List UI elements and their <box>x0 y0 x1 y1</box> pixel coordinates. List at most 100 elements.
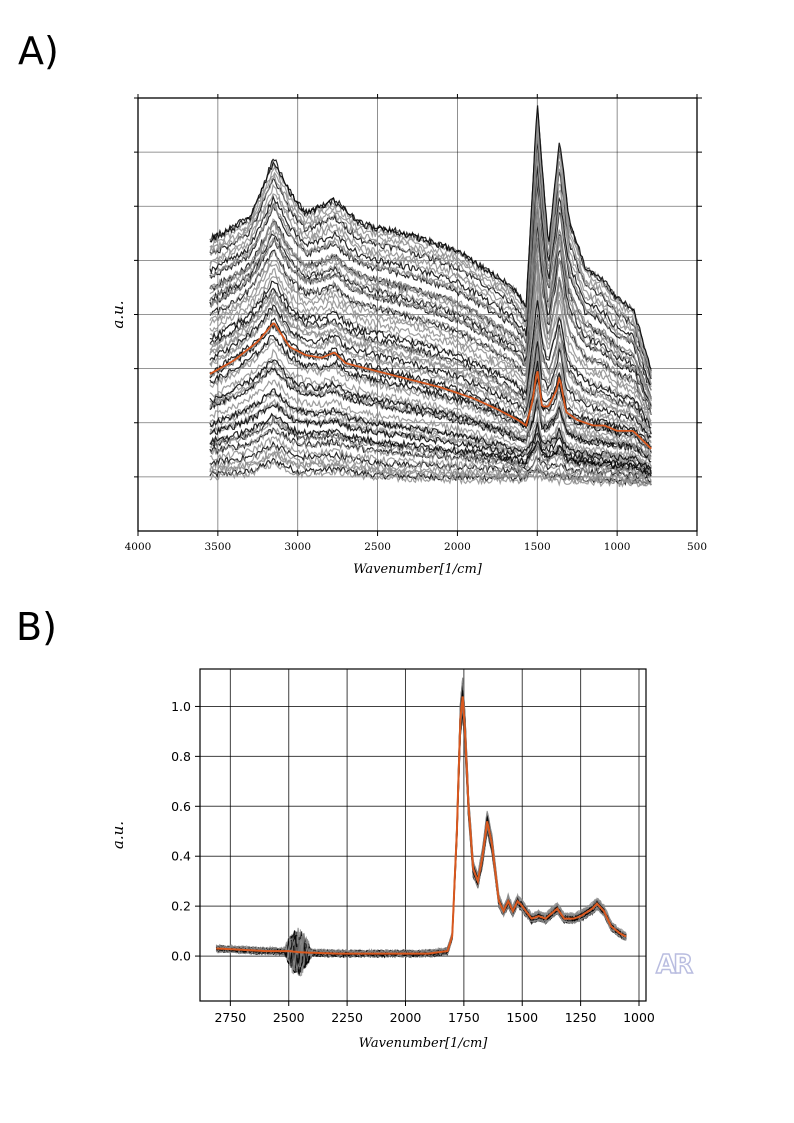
chart-b-spectrum-line <box>215 682 627 973</box>
chart-b-y-tick-label: 0.8 <box>171 749 191 764</box>
chart-b-y-tick-label: 0.2 <box>171 899 191 914</box>
chart-a-spectrum-line <box>209 440 652 483</box>
chart-b-y-tick-label: 0.6 <box>171 799 191 814</box>
panel-a-label: A) <box>18 29 59 73</box>
chart-a-spectrum-line <box>209 202 652 400</box>
chart-a-spectrum-line <box>209 401 652 474</box>
chart-b-xlabel: Wavenumber[1/cm] <box>359 1036 489 1051</box>
chart-b-spectrum-line <box>216 699 627 975</box>
chart-a-spectrum-line <box>209 259 652 415</box>
chart-b-spectrum-line <box>216 684 627 968</box>
chart-a-spectrum-line <box>209 309 652 446</box>
chart-b-spectrum-line <box>215 705 627 968</box>
chart-b-spectrum-line <box>215 690 627 969</box>
chart-a-x-tick-label: 4000 <box>125 541 152 553</box>
chart-a-spectrum-line <box>209 436 652 482</box>
chart-b-spectrum-line <box>215 711 627 967</box>
chart-b-spectrum-line <box>216 687 627 967</box>
chart-b-spectrum-line <box>216 686 627 975</box>
chart-b-x-tick-label: 2750 <box>214 1010 246 1025</box>
chart-a-spectrum-line <box>209 137 652 378</box>
chart-b-x-tick-label: 2000 <box>390 1010 422 1025</box>
chart-a-spectrum-line <box>209 267 652 425</box>
chart-b-mean-line <box>216 696 627 955</box>
chart-a-spectrum-line <box>209 449 652 487</box>
chart-a-x-tick-label: 1000 <box>604 541 631 553</box>
chart-b-x-tick-label: 1000 <box>623 1010 655 1025</box>
chart-b-spectrum-line <box>215 700 627 974</box>
chart-a: 4000 3500 3000 2500 2000 1500 1000 500 Wavenumbe… <box>109 94 707 577</box>
chart-b-spectrum-line <box>215 678 627 969</box>
chart-a-spectrum-line <box>209 211 652 398</box>
chart-b-spectrum-line <box>215 713 627 973</box>
chart-a-mean-line <box>209 322 652 450</box>
chart-b-spectrum-line <box>216 698 627 974</box>
chart-a-spectrum-line <box>209 183 652 391</box>
chart-b-spectrum-line <box>215 708 627 975</box>
chart-a-spectrum-line <box>209 222 652 404</box>
chart-a-spectrum-line <box>209 290 652 432</box>
chart-a-spectrum-line <box>209 280 652 429</box>
chart-b: 2750 2500 2250 2000 1750 1500 1250 1000 0.0 0.2 0.… <box>109 668 655 1051</box>
chart-a-frame <box>137 97 698 532</box>
chart-b-spectrum-line <box>215 696 627 976</box>
chart-a-spectrum-line <box>209 427 652 479</box>
chart-b-spectrum-line <box>215 685 627 970</box>
chart-a-spectrum-line <box>209 412 652 477</box>
chart-a-spectrum-line <box>209 276 652 427</box>
chart-a-spectrum-line <box>209 388 652 469</box>
chart-b-spectrum-line <box>215 682 627 971</box>
chart-a-spectrum-line <box>209 444 652 485</box>
chart-a-x-tick-label: 1500 <box>524 541 551 553</box>
chart-a-spectrum-line <box>209 294 652 439</box>
chart-b-spectrum-line <box>216 691 627 973</box>
chart-b-spectrum-line <box>216 696 627 974</box>
chart-b-spectrum-line <box>216 701 627 970</box>
chart-b-spectrum-line <box>216 710 627 969</box>
chart-a-spectrum-line <box>209 460 652 488</box>
chart-a-spectrum-line <box>209 413 652 474</box>
chart-b-spectrum-line <box>215 697 627 971</box>
panel-b-label: B) <box>16 605 57 649</box>
chart-a-ylabel: a.u. <box>109 300 127 328</box>
chart-b-spectrum-line <box>216 699 627 969</box>
chart-b-y-tick-label: 1.0 <box>171 699 191 714</box>
chart-a-spectrum-line <box>209 390 652 469</box>
chart-a-xlabel: Wavenumber[1/cm] <box>353 562 483 577</box>
chart-a-spectrum-line <box>209 177 652 388</box>
chart-b-spectrum-line <box>216 710 627 973</box>
chart-a-spectrum-line <box>209 105 652 370</box>
chart-a-spectrum-line <box>209 360 652 460</box>
chart-b-ylabel: a.u. <box>109 821 127 849</box>
chart-a-spectrum-line <box>209 251 652 415</box>
chart-a-x-tick-label: 2500 <box>364 541 391 553</box>
chart-a-x-tick-label: 3000 <box>284 541 311 553</box>
chart-a-spectrum-line <box>209 153 652 385</box>
chart-a-spectrum-line <box>209 304 652 440</box>
chart-b-y-tick-label: 0.0 <box>171 949 191 964</box>
chart-a-spectrum-line <box>209 402 652 474</box>
chart-b-spectrum-line <box>215 681 627 972</box>
chart-a-spectrum-line <box>209 340 652 458</box>
chart-a-spectrum-line <box>209 165 652 386</box>
chart-a-spectrum-line <box>209 379 652 468</box>
watermark-logo: AR <box>655 949 694 981</box>
chart-a-spectrum-line <box>209 322 652 452</box>
chart-b-y-tick-label: 0.4 <box>171 849 191 864</box>
chart-a-x-tick-label: 500 <box>687 541 707 553</box>
chart-a-spectrum-line <box>209 348 652 459</box>
chart-b-spectrum-line <box>216 684 627 974</box>
chart-b-x-tick-label: 1750 <box>448 1010 480 1025</box>
chart-a-spectrum-line <box>209 117 652 374</box>
chart-a-x-tick-label: 2000 <box>444 541 471 553</box>
chart-b-spectrum-line <box>215 677 627 970</box>
chart-b-spectrum-line <box>215 716 627 975</box>
chart-a-spectrum-line <box>209 317 652 449</box>
chart-b-spectrum-line <box>215 708 627 974</box>
chart-a-spectrum-line <box>209 366 652 463</box>
chart-a-spectrum-line <box>209 236 652 409</box>
chart-b-x-tick-label: 1250 <box>565 1010 597 1025</box>
chart-b-x-tick-label: 2500 <box>273 1010 305 1025</box>
chart-b-spectrum-line <box>215 682 627 971</box>
chart-b-spectrum-line <box>215 714 627 977</box>
